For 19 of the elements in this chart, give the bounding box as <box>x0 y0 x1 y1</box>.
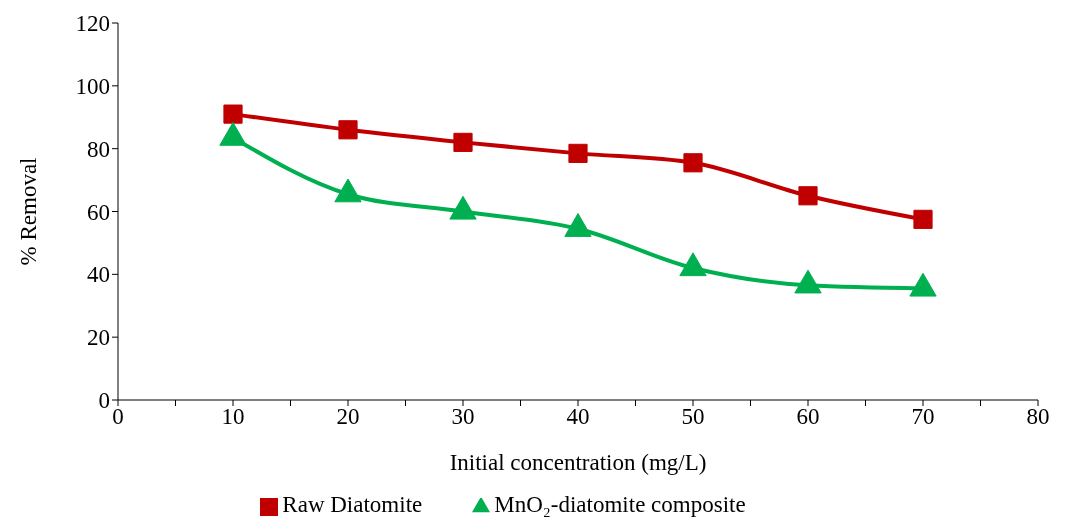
x-tick-label: 40 <box>566 404 590 430</box>
x-tick-label: 60 <box>796 404 820 430</box>
x-axis-title: Initial concentration (mg/L) <box>449 450 707 475</box>
y-tick-label: 60 <box>87 199 110 225</box>
y-tick-label: 0 <box>98 388 110 414</box>
y-tick-label: 20 <box>87 325 110 351</box>
legend-label: MnO₂-diatomite composite <box>494 492 746 517</box>
y-tick-label: 40 <box>87 262 110 288</box>
x-tick-label: 50 <box>681 404 705 430</box>
y-tick-label: 120 <box>75 11 110 37</box>
x-tick-label: 20 <box>336 404 360 430</box>
x-tick-label: 10 <box>221 404 245 430</box>
x-tick-label: 30 <box>451 404 475 430</box>
y-axis-title: % Removal <box>16 157 42 266</box>
y-tick-label: 100 <box>75 74 110 99</box>
legend-label: Raw Diatomite <box>282 492 423 517</box>
x-tick-label: 70 <box>911 404 935 430</box>
x-tick-label: 80 <box>1026 404 1050 430</box>
y-tick-label: 80 <box>87 136 110 162</box>
